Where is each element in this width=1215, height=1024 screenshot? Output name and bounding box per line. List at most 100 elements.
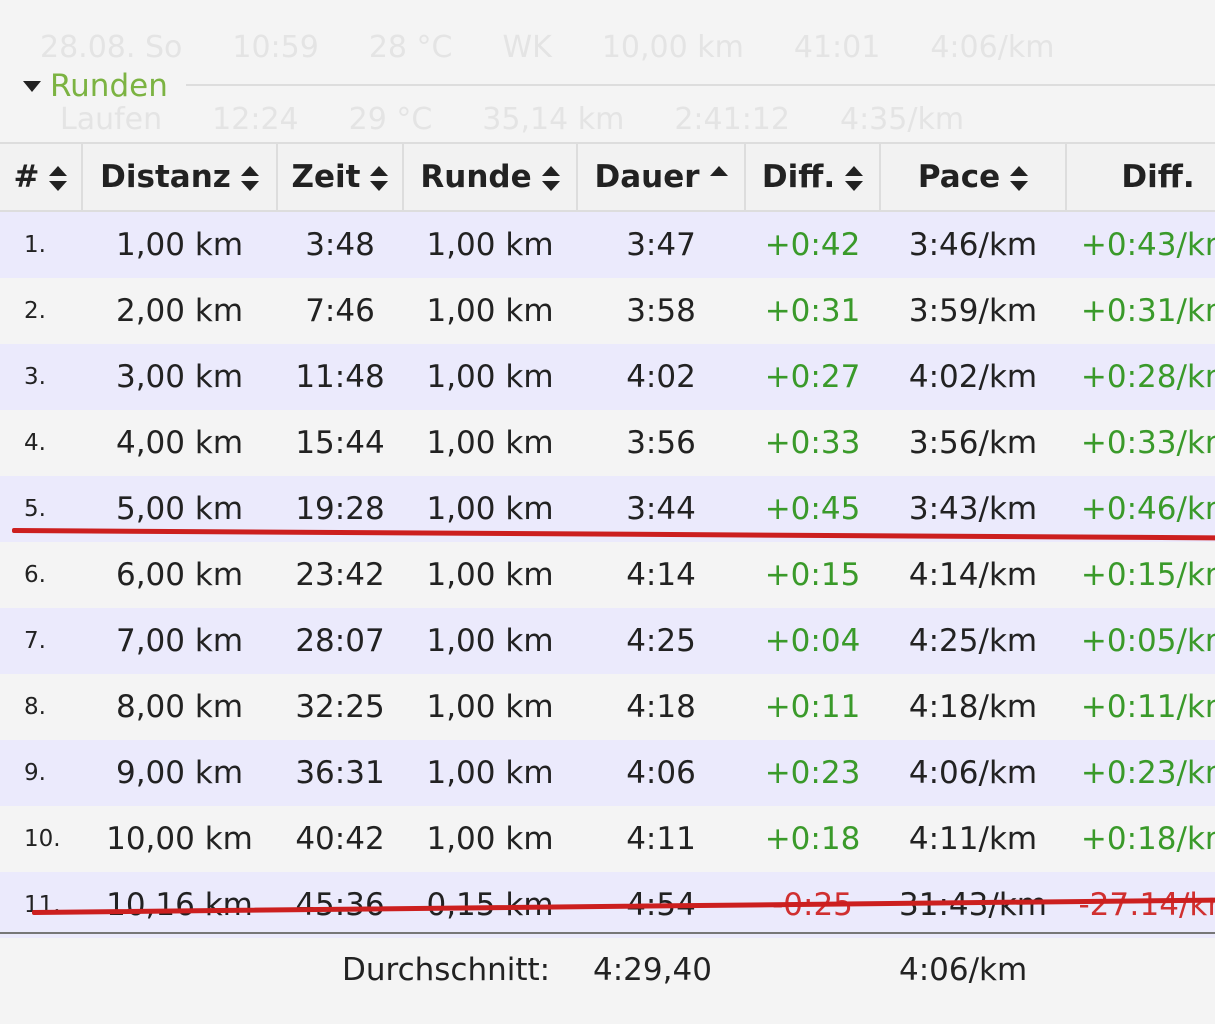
table-cell: 1,00 km <box>403 542 577 608</box>
column-header[interactable]: Diff. <box>745 142 881 212</box>
table-cell: +0:04 <box>745 608 880 674</box>
column-header[interactable]: Pace <box>880 142 1067 212</box>
table-cell: 4:06/km <box>880 740 1066 806</box>
table-cell: 11:48 <box>277 344 403 410</box>
table-cell: +0:43/km <box>1066 211 1215 278</box>
sort-icon <box>240 165 259 193</box>
table-cell: 9. <box>0 740 82 806</box>
table-cell: +0:31/km <box>1066 278 1215 344</box>
divider <box>186 84 1215 86</box>
collapse-icon <box>23 81 41 92</box>
sort-icon <box>541 165 560 193</box>
table-cell: 6,00 km <box>82 542 277 608</box>
table-cell: +0:15/km <box>1066 542 1215 608</box>
table-cell: 4:25/km <box>880 608 1066 674</box>
table-cell: +0:23/km <box>1066 740 1215 806</box>
table-cell: 15:44 <box>277 410 403 476</box>
table-cell: 3:56/km <box>880 410 1066 476</box>
background-text: 2:41:12 <box>674 102 790 137</box>
table-cell: 1,00 km <box>82 211 277 278</box>
header-text: Pace <box>917 159 1001 195</box>
table-cell: +0:46/km <box>1066 476 1215 542</box>
header-text: Distanz <box>100 159 231 195</box>
table-cell: 4. <box>0 410 82 476</box>
table-cell: 1,00 km <box>403 608 577 674</box>
background-text: Laufen <box>60 102 163 137</box>
table-row: 7. 7,00 km 28:07 1,00 km 4:25 +0:04 4:25/km +0:… <box>0 608 1215 674</box>
table-cell: 3:46/km <box>880 211 1066 278</box>
table-cell: 3:56 <box>577 410 745 476</box>
footer-pace: 4:06/km <box>899 952 1028 988</box>
sort-icon <box>49 165 68 193</box>
section-header[interactable]: Runden <box>0 66 1215 106</box>
header-text: Runde <box>420 159 532 195</box>
table-cell: +0:42 <box>745 211 880 278</box>
table-cell: 3:43/km <box>880 476 1066 542</box>
table-cell: 11. <box>0 872 82 938</box>
table-cell: +0:18/km <box>1066 806 1215 872</box>
column-header[interactable]: Dauer <box>577 142 746 212</box>
table-cell: 1,00 km <box>403 740 577 806</box>
table-cell: 1,00 km <box>403 674 577 740</box>
background-text: 41:01 <box>793 30 881 65</box>
column-header[interactable]: # <box>0 142 83 212</box>
table-cell: 1. <box>0 211 82 278</box>
background-text: 28 °C <box>368 30 453 65</box>
table-row: 10. 10,00 km 40:42 1,00 km 4:11 +0:18 4:11/km +… <box>0 806 1215 872</box>
table-cell: 7:46 <box>277 278 403 344</box>
table-row: 8. 8,00 km 32:25 1,00 km 4:18 +0:11 4:18/km +0:… <box>0 674 1215 740</box>
background-text: 28.08. So <box>40 30 183 65</box>
table-cell: 32:25 <box>277 674 403 740</box>
table-cell: 3,00 km <box>82 344 277 410</box>
table-cell: 3:47 <box>577 211 745 278</box>
table-cell: 4:11/km <box>880 806 1066 872</box>
sort-icon <box>845 165 864 193</box>
table-cell: +0:33/km <box>1066 410 1215 476</box>
column-header[interactable]: Runde <box>403 142 578 212</box>
table-row: 6. 6,00 km 23:42 1,00 km 4:14 +0:15 4:14/km +0:… <box>0 542 1215 608</box>
table-cell: 8,00 km <box>82 674 277 740</box>
table-cell: +0:15 <box>745 542 880 608</box>
background-text: WK <box>502 30 552 65</box>
table-cell: -27:14/km <box>1066 872 1215 938</box>
table-cell: 3:58 <box>577 278 745 344</box>
table-cell: 4:06 <box>577 740 745 806</box>
table-cell: 10,16 km <box>82 872 277 938</box>
background-text: 10:59 <box>232 30 319 65</box>
background-text: 35,14 km <box>482 102 625 137</box>
table-cell: +0:33 <box>745 410 880 476</box>
column-header[interactable]: Distanz <box>82 142 278 212</box>
table-cell: 7. <box>0 608 82 674</box>
sort-icon <box>370 165 389 193</box>
table-cell: +0:28/km <box>1066 344 1215 410</box>
table-cell: 2,00 km <box>82 278 277 344</box>
table-footer: Durchschnitt: 4:29,40 4:06/km <box>0 932 1215 1004</box>
background-text: 4:06/km <box>930 30 1055 65</box>
table-cell: 9,00 km <box>82 740 277 806</box>
section-title[interactable]: Runden <box>50 68 168 104</box>
table-cell: 4:14/km <box>880 542 1066 608</box>
background-row: 28.08. So 10:59 28 °C WK 10,00 km 41:01 4:06/k… <box>40 30 1104 65</box>
table-cell: 1,00 km <box>403 211 577 278</box>
sort-icon <box>1010 165 1029 193</box>
header-text: Zeit <box>291 159 361 195</box>
column-header[interactable]: Zeit <box>277 142 404 212</box>
header-text: # <box>13 159 40 195</box>
table-cell: +0:11/km <box>1066 674 1215 740</box>
table-cell: 4:25 <box>577 608 745 674</box>
table-cell: +0:31 <box>745 278 880 344</box>
background-row: Laufen 12:24 29 °C 35,14 km 2:41:12 4:35/km <box>60 102 1014 137</box>
table-cell: 1,00 km <box>403 806 577 872</box>
laps-table: # Distanz Zeit Runde Dauer Diff. Pace Diff. 1. 1… <box>0 142 1215 938</box>
column-header[interactable]: Diff. <box>1066 142 1215 212</box>
background-text: 10,00 km <box>601 30 744 65</box>
table-cell: 3:48 <box>277 211 403 278</box>
table-cell: 4:18/km <box>880 674 1066 740</box>
table-cell: 4:14 <box>577 542 745 608</box>
table-cell: 28:07 <box>277 608 403 674</box>
table-cell: 23:42 <box>277 542 403 608</box>
table-cell: 4:11 <box>577 806 745 872</box>
table-cell: 4:02/km <box>880 344 1066 410</box>
table-row: 3. 3,00 km 11:48 1,00 km 4:02 +0:27 4:02/km +0:… <box>0 344 1215 410</box>
